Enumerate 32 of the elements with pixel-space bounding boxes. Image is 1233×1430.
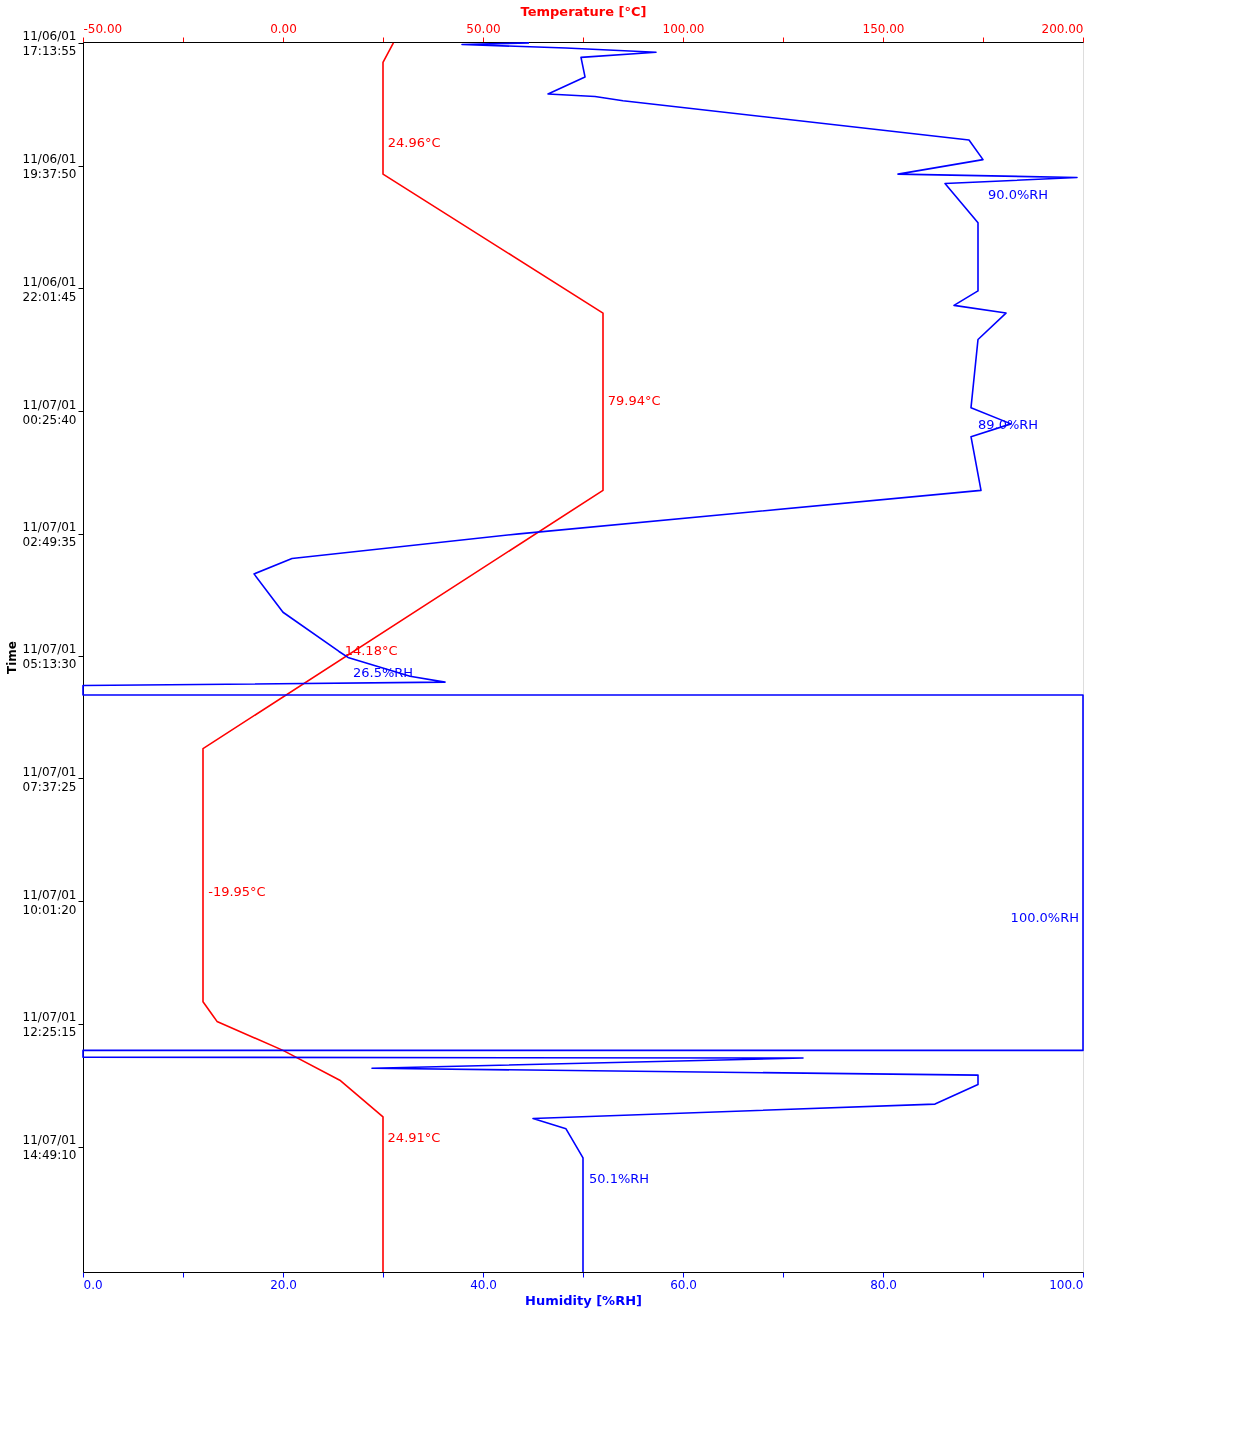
x-axis-title: Humidity [%RH] <box>525 1292 642 1308</box>
y-axis-title: Time <box>4 641 19 674</box>
annotation: 24.96°C <box>387 134 441 150</box>
annotation: 24.91°C <box>387 1129 441 1145</box>
x-tick-label: 0.0 <box>83 1277 103 1292</box>
y-tick-label: 11/06/01 19:37:50 <box>22 152 77 182</box>
x2-tick-label: 0.00 <box>270 21 297 36</box>
x2-tick-label: 100.00 <box>662 21 705 36</box>
x-tick-label: 80.0 <box>870 1277 897 1292</box>
annotation: -19.95°C <box>208 884 266 900</box>
y-tick-label: 11/07/01 10:01:20 <box>22 887 77 917</box>
y-tick-label: 11/07/01 02:49:35 <box>22 520 77 550</box>
x2-tick-label: -50.00 <box>83 21 123 36</box>
y-tick-label: 11/07/01 00:25:40 <box>22 397 77 427</box>
x2-tick-label: 50.00 <box>466 21 501 36</box>
x2-tick-label: 200.00 <box>1041 21 1084 36</box>
y-tick-label: 11/06/01 17:13:55 <box>22 29 77 59</box>
annotation: 50.1%RH <box>589 1170 650 1186</box>
y-tick-label: 11/07/01 12:25:15 <box>22 1010 77 1040</box>
y-tick-label: 11/07/01 07:37:25 <box>22 764 77 794</box>
annotation: 79.94°C <box>607 393 661 409</box>
x2-axis-title: Temperature [°C] <box>520 3 647 19</box>
y-tick-label: 11/07/01 14:49:10 <box>22 1133 77 1163</box>
y-tick-label: 11/07/01 05:13:30 <box>22 642 77 672</box>
y-tick-label: 11/06/01 22:01:45 <box>22 274 77 304</box>
x-tick-label: 100.0 <box>1049 1277 1084 1292</box>
x-tick-label: 20.0 <box>270 1277 297 1292</box>
annotation: 90.0%RH <box>988 187 1049 203</box>
x-tick-label: 40.0 <box>470 1277 497 1292</box>
x-tick-label: 60.0 <box>670 1277 697 1292</box>
x2-tick-label: 150.00 <box>862 21 905 36</box>
annotation: 100.0%RH <box>1010 910 1079 926</box>
